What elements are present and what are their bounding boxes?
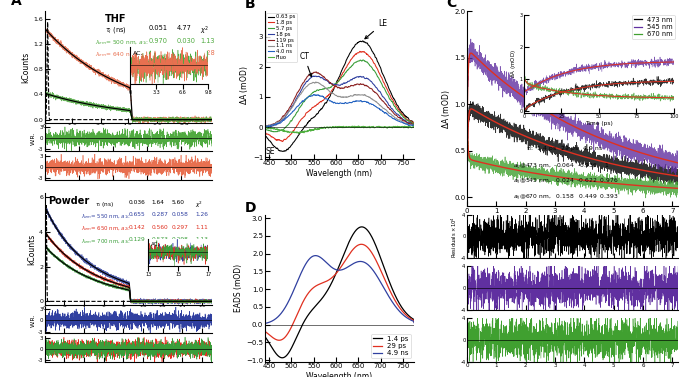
29 ps <box>299 299 308 304</box>
Y-axis label: Residuals $\times10^4$: Residuals $\times10^4$ <box>449 215 459 257</box>
Text: 5.60: 5.60 <box>172 200 184 205</box>
4.9 ns <box>312 253 320 258</box>
X-axis label: Wavelength (nm): Wavelength (nm) <box>306 372 373 377</box>
Y-axis label: W.R.: W.R. <box>32 132 36 145</box>
Y-axis label: $\Delta$A (mOD): $\Delta$A (mOD) <box>440 89 451 129</box>
Text: 0.970: 0.970 <box>148 38 167 44</box>
1.4 ps <box>287 346 295 351</box>
Text: SE: SE <box>266 147 275 156</box>
29 ps <box>358 242 366 247</box>
4.9 ns <box>299 267 307 271</box>
Legend: 473 nm, 545 nm, 670 nm: 473 nm, 545 nm, 670 nm <box>632 15 675 39</box>
Text: THF: THF <box>105 14 126 23</box>
Text: 1.13: 1.13 <box>200 38 214 44</box>
Text: $\lambda_{em}$= 700 nm, $a_{3i}$:: $\lambda_{em}$= 700 nm, $a_{3i}$: <box>82 237 131 246</box>
1.4 ps <box>260 329 269 334</box>
X-axis label: Wavelength (nm): Wavelength (nm) <box>306 169 373 178</box>
Text: 1.11: 1.11 <box>195 225 208 230</box>
Text: $\lambda_{em}$= 640 nm, $a_{2i}$:: $\lambda_{em}$= 640 nm, $a_{2i}$: <box>95 51 149 59</box>
Text: 0.298: 0.298 <box>172 237 188 242</box>
29 ps <box>349 247 357 252</box>
1.4 ps <box>373 248 382 253</box>
Text: 0.297: 0.297 <box>172 225 188 230</box>
1.4 ps <box>299 321 308 325</box>
29 ps <box>260 326 269 331</box>
Text: $\tau_i$:  1.4 ps   29 ps   4.9 ns: $\tau_i$: 1.4 ps 29 ps 4.9 ns <box>526 144 603 153</box>
X-axis label: Time (ns): Time (ns) <box>555 217 590 226</box>
Text: 0.353: 0.353 <box>148 51 167 56</box>
Text: 0.058: 0.058 <box>172 212 188 217</box>
4.9 ns <box>360 260 369 265</box>
Y-axis label: EADS (mOD): EADS (mOD) <box>234 264 243 312</box>
Text: $\lambda_{em}$= 550 nm, $a_{1i}$:: $\lambda_{em}$= 550 nm, $a_{1i}$: <box>82 212 131 221</box>
Line: 4.9 ns: 4.9 ns <box>264 256 414 324</box>
Legend: 1.4 ps, 29 ps, 4.9 ns: 1.4 ps, 29 ps, 4.9 ns <box>371 334 411 359</box>
4.9 ns <box>349 262 357 266</box>
Text: 0.560: 0.560 <box>151 225 169 230</box>
Text: CT: CT <box>299 52 312 77</box>
Text: $\chi^2$: $\chi^2$ <box>195 200 203 210</box>
4.9 ns <box>260 322 269 326</box>
Line: 1.4 ps: 1.4 ps <box>264 227 414 358</box>
Legend: 0.63 ps, 1.8 ps, 5.7 ps, 18 ps, 119 ps, 1.1 ns, 4.0 ns, Fluo: 0.63 ps, 1.8 ps, 5.7 ps, 18 ps, 119 ps, … <box>266 13 297 61</box>
Text: 4.77: 4.77 <box>177 25 192 31</box>
Text: 1.28: 1.28 <box>200 51 215 56</box>
1.4 ps <box>278 356 286 360</box>
Text: 1.13: 1.13 <box>195 237 208 242</box>
Text: 0.051: 0.051 <box>148 25 167 31</box>
X-axis label: Time (ns): Time (ns) <box>110 314 146 323</box>
Text: 0.655: 0.655 <box>128 212 145 217</box>
Text: $\tau_i$ (ns): $\tau_i$ (ns) <box>105 25 127 35</box>
Line: 29 ps: 29 ps <box>264 244 414 340</box>
Text: 0.573: 0.573 <box>151 237 169 242</box>
Text: B: B <box>245 0 256 11</box>
Text: $a_{ij}$@670 nm,   0.158   0.449  0.393: $a_{ij}$@670 nm, 0.158 0.449 0.393 <box>514 193 619 203</box>
Text: 0.287: 0.287 <box>151 212 169 217</box>
4.9 ns <box>287 294 295 299</box>
Text: $a_{ij}$@545 nm,   0.024  -0.622  0.976: $a_{ij}$@545 nm, 0.024 -0.622 0.976 <box>514 177 619 187</box>
Y-axis label: $\Delta$A (mOD): $\Delta$A (mOD) <box>238 65 250 105</box>
Text: A: A <box>11 0 22 8</box>
29 ps <box>373 262 382 266</box>
Text: 0.142: 0.142 <box>128 225 145 230</box>
29 ps <box>275 338 284 343</box>
Y-axis label: kCounts: kCounts <box>21 51 31 83</box>
29 ps <box>361 243 369 248</box>
Text: D: D <box>245 201 257 215</box>
Y-axis label: W.R.: W.R. <box>32 314 36 327</box>
Text: 1.26: 1.26 <box>195 212 208 217</box>
4.9 ns <box>328 265 336 270</box>
1.4 ps <box>349 232 357 237</box>
Text: 0.030: 0.030 <box>177 38 196 44</box>
29 ps <box>410 320 419 324</box>
Text: $\chi^2$: $\chi^2$ <box>200 25 209 37</box>
Text: 0.129: 0.129 <box>128 237 145 242</box>
1.4 ps <box>361 226 369 230</box>
Text: $\tau_i$ (ns): $\tau_i$ (ns) <box>95 200 114 209</box>
29 ps <box>328 275 336 279</box>
4.9 ns <box>410 320 419 325</box>
Text: Powder: Powder <box>48 196 89 205</box>
4.9 ns <box>373 274 382 279</box>
Y-axis label: kCounts: kCounts <box>27 233 36 265</box>
Text: 0.647: 0.647 <box>177 51 196 56</box>
1.4 ps <box>410 319 419 324</box>
1.4 ps <box>328 279 336 284</box>
Text: $a_{ij}$@473 nm,  -0.064  -0.936    1: $a_{ij}$@473 nm, -0.064 -0.936 1 <box>514 162 610 172</box>
Text: $\lambda_{em}$= 500 nm, $a_{1i}$:: $\lambda_{em}$= 500 nm, $a_{1i}$: <box>95 38 149 47</box>
Text: C: C <box>446 0 456 11</box>
Text: 0.036: 0.036 <box>128 200 145 205</box>
29 ps <box>287 325 295 329</box>
1.4 ps <box>358 225 366 229</box>
Text: 1.64: 1.64 <box>151 200 164 205</box>
Text: $\lambda_{em}$= 650 nm, $a_{2i}$:: $\lambda_{em}$= 650 nm, $a_{2i}$: <box>82 225 131 233</box>
Text: LE: LE <box>365 19 388 39</box>
